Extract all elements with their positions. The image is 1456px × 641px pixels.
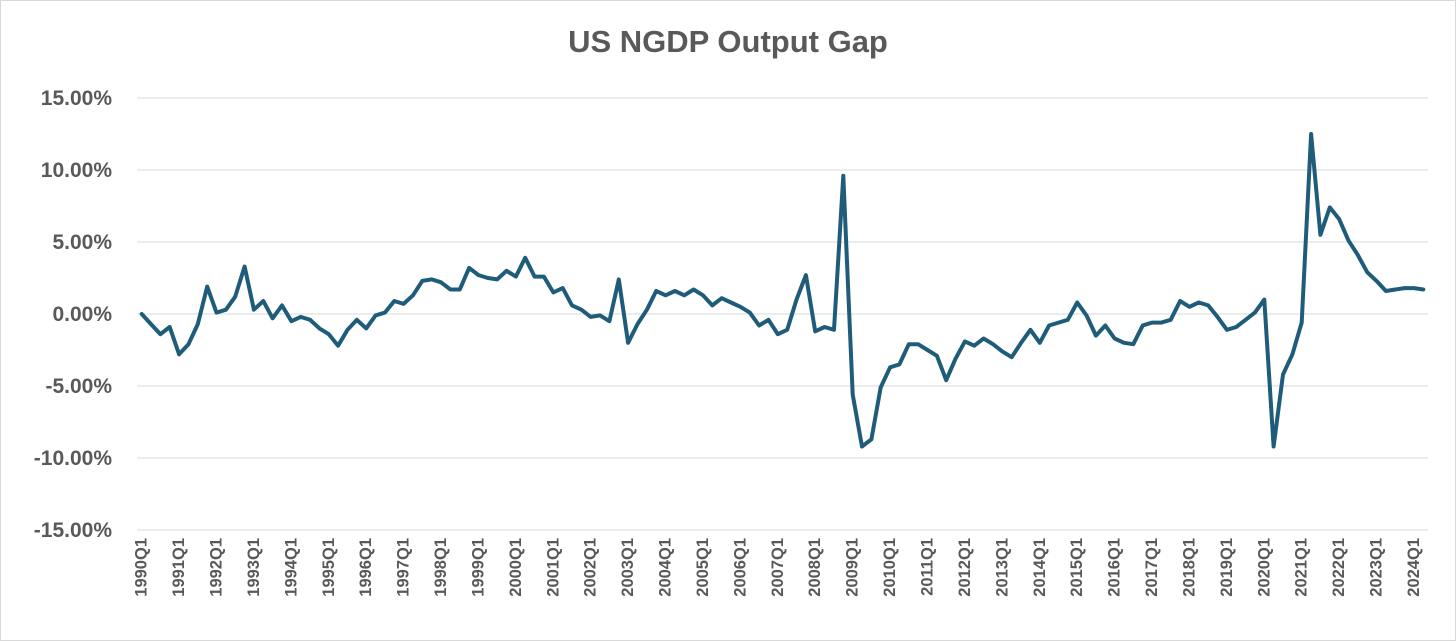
x-tick-label: 2017Q1 — [1143, 538, 1161, 597]
x-tick-label: 2001Q1 — [544, 538, 562, 597]
x-tick-label: 2012Q1 — [956, 538, 974, 597]
y-tick-label: 15.00% — [41, 87, 113, 110]
x-tick-label: 2005Q1 — [694, 538, 712, 597]
x-tick-label: 2010Q1 — [881, 538, 899, 597]
x-tick-label: 2003Q1 — [619, 538, 637, 597]
x-tick-label: 2023Q1 — [1368, 538, 1386, 597]
x-tick-label: 2004Q1 — [657, 538, 675, 597]
x-tick-label: 1990Q1 — [133, 538, 151, 597]
x-tick-label: 2022Q1 — [1330, 538, 1348, 597]
y-tick-label: 0.00% — [52, 303, 112, 326]
x-tick-label: 2007Q1 — [769, 538, 787, 597]
x-tick-label: 2008Q1 — [806, 538, 824, 597]
x-tick-label: 1991Q1 — [170, 538, 188, 597]
x-tick-label: 2024Q1 — [1405, 538, 1423, 597]
x-tick-label: 1997Q1 — [395, 538, 413, 597]
chart-title: US NGDP Output Gap — [568, 24, 888, 59]
x-tick-label: 2021Q1 — [1293, 538, 1311, 597]
x-axis-ticks: 1990Q1 1991Q1 1992Q1 1993Q1 1994Q1 1995Q1 1996… — [133, 538, 1423, 597]
series-line — [139, 132, 1426, 449]
x-tick-label: 2000Q1 — [507, 538, 525, 597]
x-tick-label: 2018Q1 — [1180, 538, 1198, 597]
x-tick-label: 1992Q1 — [208, 538, 226, 597]
x-tick-label: 1998Q1 — [432, 538, 450, 597]
x-tick-label: 2020Q1 — [1255, 538, 1273, 597]
x-tick-label: 1994Q1 — [282, 538, 300, 597]
x-tick-label: 1995Q1 — [320, 538, 338, 597]
x-tick-label: 1996Q1 — [357, 538, 375, 597]
y-tick-label: -15.00% — [34, 519, 113, 542]
x-tick-label: 2009Q1 — [844, 538, 862, 597]
y-tick-label: 5.00% — [52, 231, 112, 254]
x-tick-label: 1999Q1 — [469, 538, 487, 597]
y-tick-label: -10.00% — [34, 447, 113, 470]
gridlines — [137, 97, 1428, 531]
x-tick-label: 2006Q1 — [731, 538, 749, 597]
x-tick-label: 2019Q1 — [1218, 538, 1236, 597]
x-tick-label: 2002Q1 — [582, 538, 600, 597]
series-line-layer — [139, 132, 1426, 449]
y-axis-ticks: 15.00% 10.00% 5.00% 0.00% -5.00% -10.00% -15.0… — [34, 87, 113, 542]
x-tick-label: 2014Q1 — [1031, 538, 1049, 597]
y-tick-label: 10.00% — [41, 159, 113, 182]
y-tick-label: -5.00% — [45, 375, 112, 398]
x-tick-label: 2013Q1 — [993, 538, 1011, 597]
x-tick-label: 2015Q1 — [1068, 538, 1086, 597]
x-tick-label: 2016Q1 — [1106, 538, 1124, 597]
x-tick-label: 1993Q1 — [245, 538, 263, 597]
x-tick-label: 2011Q1 — [919, 538, 937, 596]
